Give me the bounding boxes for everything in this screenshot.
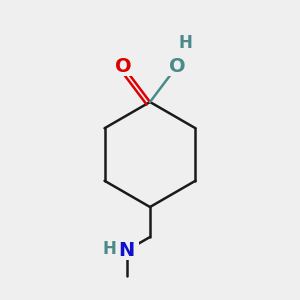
Text: H: H: [178, 34, 192, 52]
Text: O: O: [115, 57, 131, 76]
FancyBboxPatch shape: [176, 34, 195, 52]
Text: H: H: [102, 240, 116, 258]
FancyBboxPatch shape: [166, 57, 188, 76]
Text: O: O: [169, 57, 185, 76]
FancyBboxPatch shape: [115, 241, 139, 260]
Text: N: N: [118, 241, 134, 260]
FancyBboxPatch shape: [100, 240, 118, 258]
FancyBboxPatch shape: [112, 57, 134, 76]
